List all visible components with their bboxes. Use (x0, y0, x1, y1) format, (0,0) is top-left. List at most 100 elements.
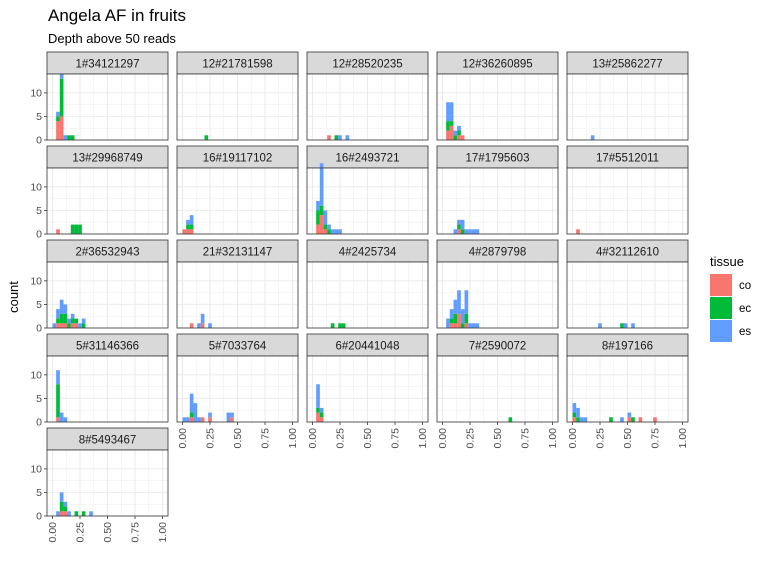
bar-es (323, 210, 328, 225)
bar-co (63, 511, 68, 516)
bar-ec (508, 417, 513, 422)
bar-es (208, 412, 212, 418)
bar-es (475, 323, 480, 328)
bar-co (653, 417, 657, 422)
y-tick-label: 10 (30, 275, 42, 287)
bar-ec (460, 229, 465, 234)
bar-ec (67, 135, 71, 140)
facet-label: 16#2493721 (336, 153, 400, 165)
bar-co (457, 313, 461, 328)
bar-es (464, 229, 469, 234)
x-tick-label: 1.00 (287, 428, 299, 449)
legend: tissue co ec es (710, 254, 751, 342)
bar-es (59, 299, 64, 314)
bar-ec (631, 417, 635, 422)
x-tick-label: 0.00 (437, 428, 449, 449)
x-tick-label: 0.75 (390, 428, 402, 449)
bar-co (56, 417, 60, 422)
bar-co (230, 417, 234, 422)
y-tick-label: 0 (36, 323, 42, 335)
bar-es (193, 403, 198, 422)
bar-co (453, 323, 458, 328)
panel-6#20441048: 6#20441048 0.00 0.25 0.50 0.75 1.00 (306, 333, 429, 449)
bar-ec (189, 224, 194, 230)
legend-title: tissue (710, 254, 744, 269)
x-tick-label: 1.00 (417, 428, 429, 449)
bar-co (457, 229, 461, 234)
y-tick-label: 0 (36, 417, 42, 429)
panel-4#2425734: 4#2425734 (306, 239, 429, 329)
bar-ec (56, 318, 60, 324)
bar-co (319, 417, 324, 422)
bar-co (63, 323, 68, 328)
bar-ec (186, 224, 190, 230)
bar-es (59, 492, 64, 502)
panel-8#5493467: 8#5493467 0 5 10 0.00 0.25 0.50 0.75 1.00 (30, 427, 169, 543)
panel-border (436, 167, 559, 235)
bar-ec (70, 318, 75, 324)
x-tick-label: 0.75 (130, 522, 142, 543)
facet-label: 6#20441048 (336, 341, 400, 353)
facet-label: 12#36260895 (462, 59, 532, 71)
panel-border (306, 73, 429, 141)
legend-items: co ec es (710, 274, 751, 342)
bar-ec (453, 313, 458, 324)
panel-13#29968749: 13#29968749 0 5 10 (30, 145, 169, 241)
panel-17#1795603: 17#1795603 (436, 145, 559, 235)
bar-ec (319, 205, 324, 216)
bar-es (579, 417, 584, 422)
y-tick-label: 5 (36, 393, 42, 405)
facet-label: 5#31146366 (76, 341, 139, 353)
bar-co (327, 135, 331, 140)
bar-ec (572, 412, 577, 418)
bar-es (572, 403, 577, 413)
facet-label: 13#29968749 (72, 153, 142, 165)
bar-ec (316, 407, 320, 413)
panel-16#19117102: 16#19117102 (176, 145, 299, 235)
legend-key-co (710, 274, 732, 296)
bar-ec (81, 511, 86, 516)
bar-ec (464, 313, 469, 324)
bar-co (56, 323, 60, 328)
panel-1#34121297: 1#34121297 0 5 10 (30, 51, 169, 147)
bar-co (56, 229, 60, 234)
panel-border (46, 261, 169, 329)
x-tick-label: 0.25 (205, 428, 217, 449)
bar-ec (78, 224, 82, 234)
facet-label: 4#2879798 (469, 247, 527, 259)
panel-4#2879798: 4#2879798 (436, 239, 559, 329)
x-tick-label: 0.00 (177, 428, 189, 449)
bar-ec (323, 224, 328, 230)
bar-co (74, 323, 79, 328)
bar-es (78, 323, 82, 328)
bar-es (319, 407, 324, 413)
bar-es (460, 219, 465, 230)
bar-co (316, 412, 320, 422)
legend-label-es: es (739, 326, 751, 338)
bar-ec (56, 116, 60, 122)
bar-ec (74, 318, 79, 324)
bar-ec (81, 323, 86, 328)
bar-ec (56, 384, 60, 418)
bar-co (189, 229, 194, 234)
bar-ec (70, 224, 75, 234)
bar-es (230, 412, 234, 418)
x-tick-label: 0.50 (492, 428, 504, 449)
panel-border (436, 261, 559, 329)
bar-co (449, 323, 454, 328)
bar-co (460, 135, 465, 140)
facet-label: 21#32131147 (203, 247, 273, 259)
panel-5#31146366: 5#31146366 0 5 10 (30, 333, 169, 429)
bar-es (208, 323, 212, 328)
bar-ec (316, 210, 320, 225)
x-tick-label: 0.50 (102, 522, 114, 543)
x-tick-label: 0.75 (260, 428, 272, 449)
bar-co (323, 229, 328, 234)
y-tick-label: 0 (36, 135, 42, 147)
facet-label: 8#5493467 (79, 435, 137, 447)
bar-co (189, 417, 194, 422)
x-tick-label: 0.75 (520, 428, 532, 449)
bar-es (583, 417, 588, 422)
panel-13#25862277: 13#25862277 (566, 51, 689, 141)
bar-co (446, 130, 450, 140)
